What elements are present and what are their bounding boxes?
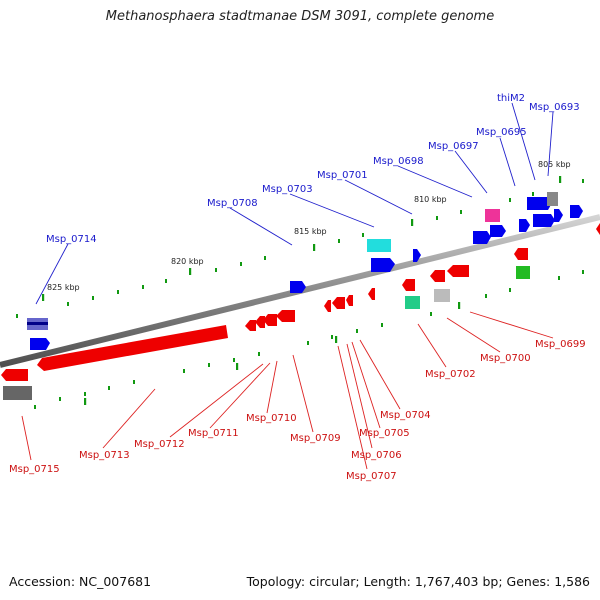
tick-marks [16,176,584,409]
gene-msp-0713[interactable] [37,325,228,371]
accession-text: Accession: NC_007681 [9,574,152,589]
reverse-gene-labels: Msp_0715 Msp_0713 Msp_0712 Msp_0711 Msp_… [9,339,586,482]
gene-label[interactable]: Msp_0710 [246,413,297,424]
gene-label[interactable]: Msp_0713 [79,450,130,461]
reverse-genes [1,223,600,400]
gene-label[interactable]: Msp_0715 [9,464,60,475]
gene-msp-0704[interactable] [368,288,375,300]
gene-reverse[interactable] [596,223,600,235]
gene-label[interactable]: Msp_0695 [476,127,527,138]
gene-label[interactable]: Msp_0708 [207,198,258,209]
scale-label: 820 kbp [171,257,204,266]
scale-label: 825 kbp [47,283,80,292]
gene-green[interactable] [405,296,420,309]
gene-label[interactable]: Msp_0703 [262,184,313,195]
forward-genes [27,192,583,350]
gene-thim2[interactable] [527,197,552,210]
gene-msp-0708[interactable] [290,281,306,293]
gene-label[interactable]: Msp_0712 [134,439,185,450]
genome-stats: Topology: circular; Length: 1,767,403 bp… [246,574,590,589]
gene-msp-0700b[interactable] [434,289,450,302]
leader-lines [21,102,554,470]
gene-green[interactable] [516,266,530,279]
gene-msp-0715[interactable] [1,369,28,381]
gene-label[interactable]: Msp_0704 [380,410,431,421]
gene-forward[interactable] [533,214,555,227]
gene-msp-0698[interactable] [485,209,500,222]
gene-msp-0693[interactable] [547,192,558,206]
gene-label[interactable]: Msp_0709 [290,433,341,444]
gene-label[interactable]: Msp_0705 [359,428,410,439]
scale-label: 815 kbp [294,227,327,236]
gene-label[interactable]: Msp_0714 [46,234,97,245]
gene-label[interactable]: Msp_0707 [346,471,397,482]
gene-label[interactable]: Msp_0698 [373,156,424,167]
gene-label[interactable]: Msp_0699 [535,339,586,350]
gene-label[interactable]: Msp_0701 [317,170,368,181]
gene-reverse[interactable] [514,248,528,260]
gene-gray[interactable] [3,386,32,400]
gene-forward[interactable] [490,225,506,237]
gene-msp-0700[interactable] [430,270,445,282]
forward-gene-labels: Msp_0714 Msp_0708 Msp_0703 Msp_0701 Msp_… [46,93,580,245]
gene-label[interactable]: Msp_0711 [188,428,239,439]
gene-msp-0703[interactable] [367,239,391,252]
gene-label[interactable]: Msp_0693 [529,102,580,113]
gene-msp-0710[interactable] [263,314,277,326]
gene-msp-0711[interactable] [255,316,265,328]
gene-label[interactable]: Msp_0697 [428,141,479,152]
genome-backbone [0,214,600,368]
gene-msp-0706[interactable] [332,297,345,309]
gene-msp-0705[interactable] [346,295,353,306]
gene-label[interactable]: Msp_0702 [425,369,476,380]
scale-label: 805 kbp [538,160,571,169]
gene-forward[interactable] [371,258,395,272]
gene-forward[interactable] [30,338,50,350]
gene-msp-0709[interactable] [276,310,295,322]
gene-label[interactable]: Msp_0700 [480,353,531,364]
gene-msp-0697[interactable] [473,231,491,244]
gene-label[interactable]: Msp_0706 [351,450,402,461]
gene-forward[interactable] [570,205,583,218]
gene-label[interactable]: thiM2 [497,93,525,104]
scale-label: 810 kbp [414,195,447,204]
gene-msp-0699[interactable] [447,265,469,277]
gene-msp-0712[interactable] [245,320,256,331]
gene-msp-0702[interactable] [402,279,415,291]
gene-forward[interactable] [554,209,563,222]
gene-msp-0695[interactable] [519,219,530,232]
scale-labels: 825 kbp 820 kbp 815 kbp 810 kbp 805 kbp [47,160,571,292]
gene-msp-0707[interactable] [324,300,331,312]
map-title: Methanosphaera stadtmanae DSM 3091, comp… [105,9,495,24]
gene-msp-0701[interactable] [413,249,421,262]
